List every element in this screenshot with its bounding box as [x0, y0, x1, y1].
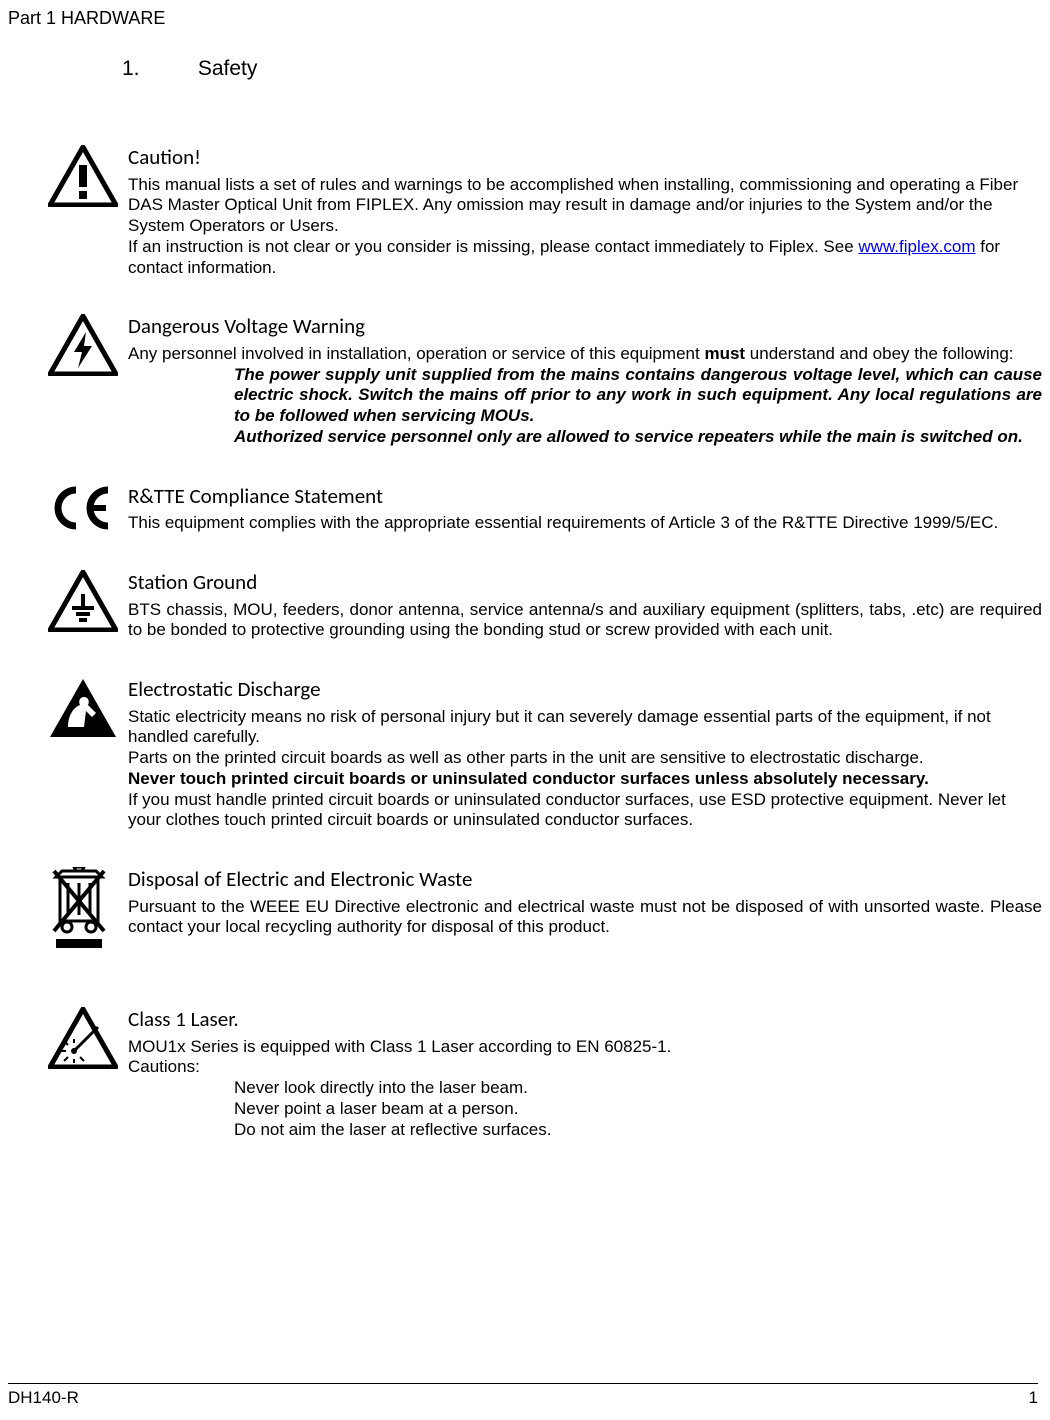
text: Never look directly into the laser beam.: [234, 1078, 1042, 1099]
footer-page-number: 1: [1029, 1388, 1038, 1408]
laser-body: MOU1x Series is equipped with Class 1 La…: [128, 1037, 1042, 1141]
text: Static electricity means no risk of pers…: [128, 707, 991, 747]
ce-mark-icon: [48, 484, 118, 532]
text: If you must handle printed circuit board…: [128, 790, 1006, 830]
voltage-body: Any personnel involved in installation, …: [128, 344, 1042, 365]
text: This manual lists a set of rules and war…: [128, 175, 1018, 235]
section-weee: Disposal of Electric and Electronic Wast…: [8, 867, 1042, 951]
section-voltage: Dangerous Voltage Warning Any personnel …: [8, 314, 1042, 447]
weee-body: Pursuant to the WEEE EU Directive electr…: [128, 897, 1042, 938]
chapter-heading: 1. Safety: [122, 57, 1042, 81]
fiplex-link[interactable]: www.fiplex.com: [858, 237, 975, 256]
text: must: [704, 344, 745, 363]
rtte-body: This equipment complies with the appropr…: [128, 513, 1042, 534]
ground-triangle-icon: [48, 570, 118, 632]
text: understand and obey the following:: [745, 344, 1013, 363]
voltage-emphasis-1: The power supply unit supplied from the …: [234, 365, 1042, 427]
weee-title: Disposal of Electric and Electronic Wast…: [128, 867, 1042, 893]
text: Never point a laser beam at a person.: [234, 1099, 1042, 1120]
caution-body: This manual lists a set of rules and war…: [128, 175, 1042, 279]
footer-left: DH140-R: [8, 1388, 79, 1408]
text: MOU1x Series is equipped with Class 1 La…: [128, 1037, 671, 1056]
section-esd: Electrostatic Discharge Static electrici…: [8, 677, 1042, 831]
voltage-title: Dangerous Voltage Warning: [128, 314, 1042, 340]
text: If an instruction is not clear or you co…: [128, 237, 858, 256]
page-footer: DH140-R 1: [8, 1383, 1038, 1408]
caution-title: Caution!: [128, 145, 1042, 171]
section-ground: Station Ground BTS chassis, MOU, feeders…: [8, 570, 1042, 641]
section-rtte: R&TTE Compliance Statement This equipmen…: [8, 484, 1042, 534]
voltage-emphasis-2: Authorized service personnel only are al…: [234, 427, 1042, 448]
text: Any personnel involved in installation, …: [128, 344, 704, 363]
warning-triangle-icon: [48, 145, 118, 207]
section-caution: Caution! This manual lists a set of rule…: [8, 145, 1042, 278]
section-laser: Class 1 Laser. MOU1x Series is equipped …: [8, 1007, 1042, 1140]
text: Never touch printed circuit boards or un…: [128, 769, 929, 788]
chapter-number: 1.: [122, 57, 192, 81]
laser-title: Class 1 Laser.: [128, 1007, 1042, 1033]
rtte-title: R&TTE Compliance Statement: [128, 484, 1042, 510]
text: Parts on the printed circuit boards as w…: [128, 748, 1042, 769]
ground-body: BTS chassis, MOU, feeders, donor antenna…: [128, 600, 1042, 641]
text: Cautions:: [128, 1057, 200, 1076]
chapter-title: Safety: [198, 57, 258, 80]
part-header: Part 1 HARDWARE: [8, 8, 1042, 29]
esd-triangle-icon: [48, 677, 118, 739]
esd-body: Static electricity means no risk of pers…: [128, 707, 1042, 831]
laser-triangle-icon: [48, 1007, 118, 1069]
esd-title: Electrostatic Discharge: [128, 677, 1042, 703]
text: Do not aim the laser at reflective surfa…: [234, 1120, 1042, 1141]
voltage-triangle-icon: [48, 314, 118, 376]
ground-title: Station Ground: [128, 570, 1042, 596]
weee-bin-icon: [48, 867, 110, 951]
